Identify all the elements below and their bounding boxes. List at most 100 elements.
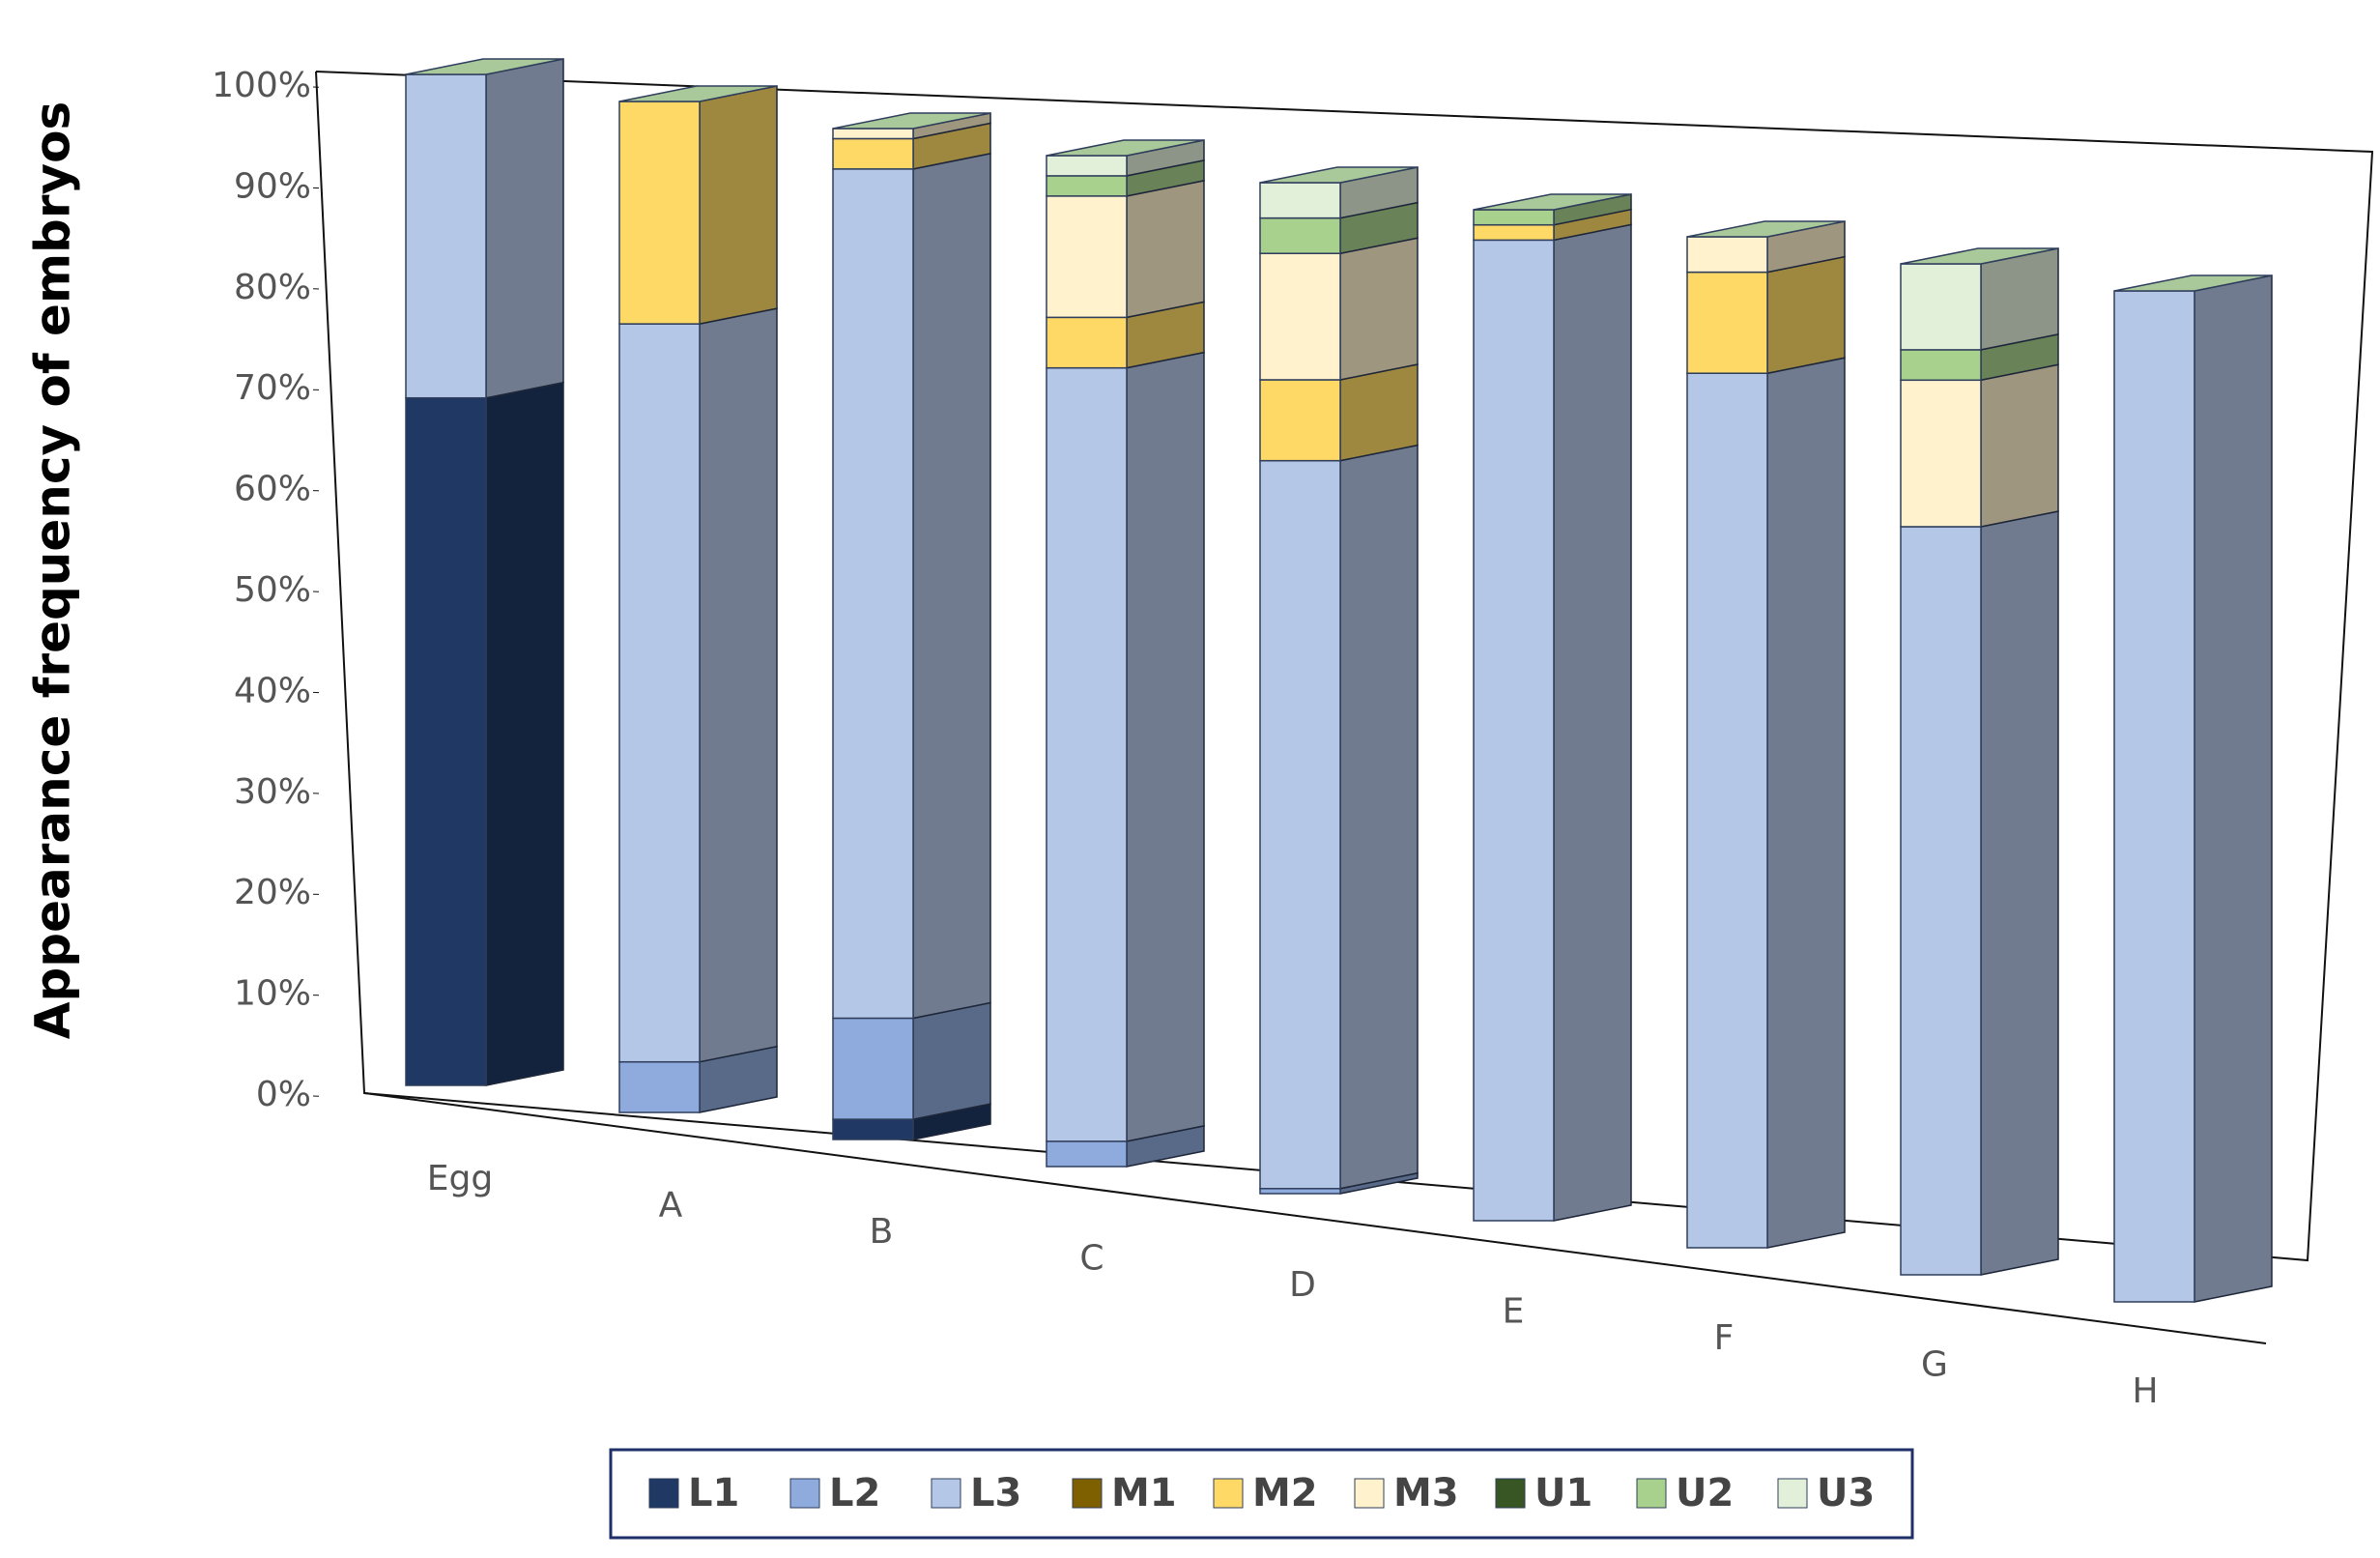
- legend-label: M2: [1252, 1471, 1318, 1515]
- y-tick-label: 20%: [234, 873, 311, 912]
- bar-side: [485, 58, 564, 399]
- y-tick-label: 10%: [234, 974, 311, 1014]
- floor-edge: [363, 1092, 2267, 1344]
- bar-side: [1980, 363, 2059, 528]
- y-tick-label: 40%: [234, 671, 311, 710]
- bar-segment: [1473, 223, 1555, 242]
- legend-label: M1: [1111, 1471, 1177, 1515]
- bar-segment: [1259, 216, 1341, 254]
- legend-swatch: [1213, 1478, 1244, 1509]
- legend-label: L1: [688, 1471, 739, 1515]
- legend-swatch: [1777, 1478, 1808, 1509]
- bar-segment: [832, 1118, 914, 1140]
- bar-side: [2194, 274, 2273, 1303]
- bar-segment: [832, 168, 914, 1020]
- bar-side: [1126, 179, 1205, 319]
- bar-segment: [1046, 155, 1128, 177]
- bar-side: [699, 307, 778, 1063]
- y-tick-label: 30%: [234, 772, 311, 812]
- bar-segment: [2113, 290, 2195, 1303]
- y-axis-title: Appearance frequency of embryos: [25, 101, 81, 1039]
- x-tick-label: D: [1289, 1265, 1316, 1305]
- bar-top: [832, 112, 991, 130]
- legend-swatch: [1636, 1478, 1667, 1509]
- legend-swatch: [931, 1478, 961, 1509]
- bar-segment: [1046, 195, 1128, 319]
- bar-segment: [405, 73, 487, 399]
- y-tick-label: 50%: [234, 570, 311, 610]
- bar-top: [1900, 247, 2059, 265]
- bar-segment: [1900, 263, 1982, 351]
- y-tick-label: 60%: [234, 470, 311, 509]
- bar-segment: [1686, 236, 1768, 274]
- legend-swatch: [1354, 1478, 1385, 1509]
- bar-top: [2113, 274, 2273, 292]
- legend-swatch: [648, 1478, 679, 1509]
- x-tick-label: A: [659, 1186, 683, 1226]
- y-tick-label: 0%: [256, 1075, 311, 1114]
- bar-segment: [1046, 175, 1128, 197]
- y-tick-label: 90%: [234, 166, 311, 206]
- legend-swatch: [789, 1478, 820, 1509]
- y-tick-label: 80%: [234, 268, 311, 307]
- bar-top: [1259, 166, 1419, 184]
- legend-label: U2: [1676, 1471, 1734, 1515]
- bar-segment: [1473, 209, 1555, 226]
- back-wall: [315, 71, 2374, 1262]
- bar-side: [485, 381, 564, 1086]
- x-tick-label: C: [1079, 1239, 1104, 1279]
- bar-top: [1686, 220, 1846, 238]
- bar-segment: [1046, 316, 1128, 369]
- bar-segment: [1900, 379, 1982, 528]
- legend-swatch: [1072, 1478, 1103, 1509]
- bar-side: [1766, 255, 1846, 375]
- bar-segment: [405, 396, 487, 1086]
- bar-side: [1126, 351, 1205, 1142]
- bar-side: [1339, 237, 1419, 381]
- bar-side: [912, 1001, 991, 1120]
- bar-top: [405, 58, 564, 75]
- bar-segment: [1473, 239, 1555, 1222]
- bar-side: [1980, 510, 2059, 1276]
- bar-segment: [1046, 1140, 1128, 1168]
- y-tick-label: 100%: [212, 66, 311, 105]
- bar-segment: [1259, 379, 1341, 462]
- bar-segment: [1259, 459, 1341, 1190]
- x-tick-label: Egg: [427, 1159, 493, 1198]
- bar-segment: [1900, 349, 1982, 382]
- legend: [609, 1448, 1914, 1540]
- bar-segment: [1900, 526, 1982, 1276]
- x-tick-label: G: [1921, 1345, 1948, 1385]
- legend-label: M3: [1393, 1471, 1459, 1515]
- bar-segment: [1686, 271, 1768, 374]
- bar-segment: [1259, 1188, 1341, 1195]
- bar-segment: [618, 1060, 701, 1113]
- legend-label: L3: [970, 1471, 1021, 1515]
- legend-label: U3: [1817, 1471, 1875, 1515]
- bar-side: [1553, 223, 1632, 1222]
- bar-side: [699, 85, 778, 326]
- bar-segment: [1046, 366, 1128, 1142]
- bar-segment: [832, 1017, 914, 1120]
- bar-top: [618, 85, 778, 102]
- bar-segment: [1259, 182, 1341, 219]
- legend-label: L2: [829, 1471, 880, 1515]
- x-tick-label: H: [2132, 1371, 2158, 1411]
- bar-segment: [1686, 372, 1768, 1249]
- bar-side: [1766, 357, 1846, 1249]
- bar-segment: [1259, 252, 1341, 381]
- bar-side: [1980, 247, 2059, 351]
- legend-swatch: [1495, 1478, 1526, 1509]
- bar-side: [1339, 363, 1419, 462]
- bar-side: [912, 152, 991, 1020]
- y-tick-label: 70%: [234, 368, 311, 408]
- bar-segment: [618, 101, 701, 325]
- bar-segment: [832, 128, 914, 140]
- bar-top: [1046, 139, 1205, 157]
- bar-side: [1339, 444, 1419, 1190]
- bar-segment: [832, 137, 914, 170]
- x-tick-label: E: [1503, 1292, 1525, 1332]
- bar-segment: [618, 323, 701, 1063]
- x-tick-label: B: [870, 1212, 894, 1252]
